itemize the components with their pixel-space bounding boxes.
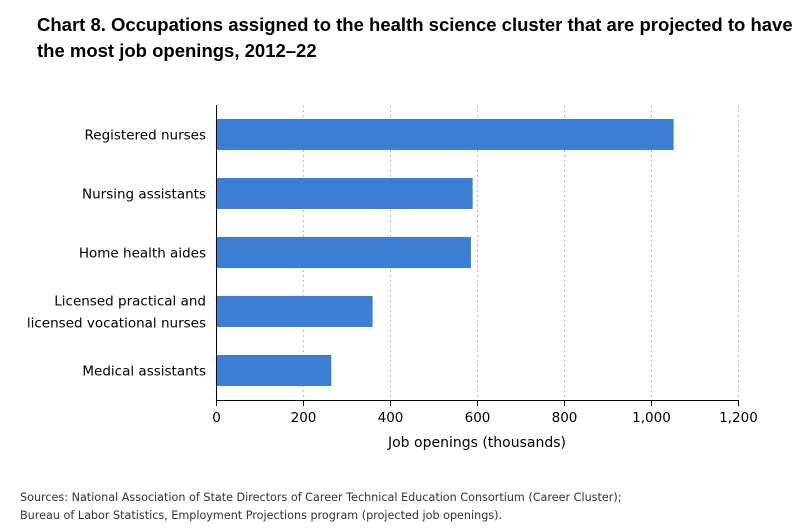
- bar-1: [216, 178, 473, 209]
- x-tick-label-400: 400: [378, 410, 404, 426]
- source-note: Sources: National Association of State D…: [20, 489, 800, 525]
- x-tick-label-800: 800: [552, 410, 578, 426]
- category-label-3-line-1: licensed vocational nurses: [27, 316, 206, 332]
- category-label-4: Medical assistants: [82, 364, 206, 380]
- source-line-1: Sources: National Association of State D…: [20, 491, 622, 504]
- x-tick-label-0: 0: [212, 410, 221, 426]
- category-label-1: Nursing assistants: [82, 187, 206, 203]
- x-tick-label-1200: 1,200: [719, 410, 758, 426]
- x-tick-label-1000: 1,000: [632, 410, 671, 426]
- bar-2: [216, 237, 471, 268]
- x-tick-label-200: 200: [291, 410, 317, 426]
- bar-4: [216, 355, 332, 386]
- bar-0: [216, 119, 674, 150]
- bar-3: [216, 296, 373, 327]
- source-line-2: Bureau of Labor Statistics, Employment P…: [20, 509, 503, 522]
- bar-chart: Registered nurses Nursing assistants Home …: [27, 105, 758, 451]
- x-tick-label-600: 600: [465, 410, 491, 426]
- category-label-3-line-0: Licensed practical and: [54, 294, 206, 310]
- category-label-0: Registered nurses: [85, 128, 207, 144]
- chart-title: Chart 8. Occupations assigned to the hea…: [37, 14, 793, 61]
- x-axis-title: Job openings (thousands): [387, 435, 566, 451]
- category-label-2: Home health aides: [79, 246, 206, 262]
